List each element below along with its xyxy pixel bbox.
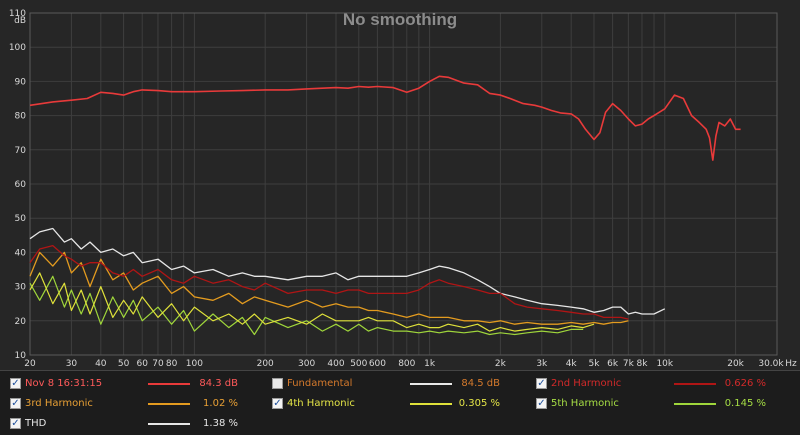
x-tick-label: 5k [589, 359, 601, 369]
chart-title: No smoothing [343, 10, 457, 29]
x-tick-label: 300 [298, 359, 315, 369]
y-tick-label: 60 [15, 180, 27, 190]
legend-value: 84.3 dB [199, 378, 238, 389]
legend-label: 5th Harmonic [551, 398, 619, 409]
legend-line-swatch [674, 383, 716, 385]
x-tick-label: 30.0k [758, 359, 784, 369]
y-tick-label: 70 [15, 146, 27, 156]
legend-label: 2nd Harmonic [551, 378, 622, 389]
legend-line-swatch [410, 403, 452, 405]
x-tick-label: 50 [118, 359, 130, 369]
legend-checkbox-3rd-harmonic[interactable]: ✓ [10, 398, 21, 409]
series-line-3rd-harmonic [29, 251, 629, 325]
y-tick-label: 100 [9, 43, 26, 53]
x-tick-label: 8k [637, 359, 649, 369]
y-tick-label: 110 [9, 9, 26, 19]
legend-label: 4th Harmonic [287, 398, 355, 409]
legend-checkbox-nov-8-16-31-15[interactable]: ✓ [10, 378, 21, 389]
y-unit-label: dB [14, 16, 26, 26]
series-line-nov-8-16-31-15 [29, 75, 741, 161]
x-tick-label: 800 [398, 359, 415, 369]
x-tick-label: 60 [136, 359, 148, 369]
legend-label: Fundamental [287, 378, 353, 389]
legend-line-swatch [148, 383, 190, 385]
y-tick-label: 50 [15, 214, 27, 224]
legend-value: 0.145 % [724, 398, 766, 409]
x-unit-label: Hz [785, 359, 797, 369]
legend-line-swatch [674, 403, 716, 405]
legend-checkbox-fundamental[interactable]: ✓ [272, 378, 283, 389]
y-tick-label: 40 [15, 248, 27, 258]
legend-item-nov-8-16-31-15: ✓ Nov 8 16:31:15 84.3 dB [10, 375, 238, 393]
series-line-5th-harmonic [29, 275, 584, 336]
x-tick-label: 30 [66, 359, 78, 369]
legend-item-fundamental: ✓ Fundamental 84.5 dB [272, 375, 500, 393]
x-tick-label: 1k [424, 359, 436, 369]
frequency-response-plot: 10 20 30 40 50 60 70 80 90 100 110 dB 20 30 40 50 60 70 80… [9, 9, 797, 369]
y-tick-label: 30 [15, 283, 27, 293]
legend-checkbox-4th-harmonic[interactable]: ✓ [272, 398, 283, 409]
series-line-4th-harmonic [29, 272, 595, 332]
legend-label: 3rd Harmonic [25, 398, 93, 409]
y-tick-label: 20 [15, 317, 27, 327]
legend-value: 0.626 % [724, 378, 766, 389]
x-tick-label: 3k [536, 359, 548, 369]
legend-value: 1.38 % [203, 418, 238, 429]
x-tick-label: 80 [166, 359, 178, 369]
x-tick-label: 400 [327, 359, 344, 369]
x-tick-label: 500 [350, 359, 367, 369]
legend-item-2nd-harmonic: ✓ 2nd Harmonic 0.626 % [536, 375, 766, 393]
legend-checkbox-5th-harmonic[interactable]: ✓ [536, 398, 547, 409]
x-tick-label: 2k [495, 359, 507, 369]
y-tick-label: 10 [15, 351, 27, 361]
legend-item-3rd-harmonic: ✓ 3rd Harmonic 1.02 % [10, 395, 238, 413]
series-line-thd [29, 227, 666, 315]
legend-value: 0.305 % [458, 398, 500, 409]
legend-panel: ✓ Nov 8 16:31:15 84.3 dB ✓ Fundamental 84.5 d… [0, 370, 800, 435]
x-tick-label: 70 [152, 359, 164, 369]
y-tick-label: 90 [15, 77, 27, 87]
legend-value: 1.02 % [203, 398, 238, 409]
legend-item-4th-harmonic: ✓ 4th Harmonic 0.305 % [272, 395, 500, 413]
x-tick-label: 7k [623, 359, 635, 369]
x-tick-label: 6k [607, 359, 619, 369]
legend-label: Nov 8 16:31:15 [25, 378, 103, 389]
legend-value: 84.5 dB [461, 378, 500, 389]
legend-item-thd: ✓ THD 1.38 % [10, 415, 238, 433]
x-tick-label: 20k [727, 359, 744, 369]
plot-border [29, 12, 778, 356]
legend-checkbox-2nd-harmonic[interactable]: ✓ [536, 378, 547, 389]
legend-line-swatch [148, 403, 190, 405]
x-tick-label: 10k [656, 359, 673, 369]
x-tick-label: 200 [257, 359, 274, 369]
legend-line-swatch [148, 423, 190, 425]
legend-line-swatch [410, 383, 452, 385]
x-tick-label: 20 [24, 359, 36, 369]
x-tick-label: 100 [186, 359, 203, 369]
legend-checkbox-thd[interactable]: ✓ [10, 418, 21, 429]
x-tick-label: 40 [95, 359, 107, 369]
series-line-2nd-harmonic [29, 244, 629, 320]
y-tick-label: 80 [15, 112, 27, 122]
legend-label: THD [25, 418, 47, 429]
x-tick-label: 600 [369, 359, 386, 369]
legend-item-5th-harmonic: ✓ 5th Harmonic 0.145 % [536, 395, 766, 413]
x-tick-label: 4k [566, 359, 578, 369]
